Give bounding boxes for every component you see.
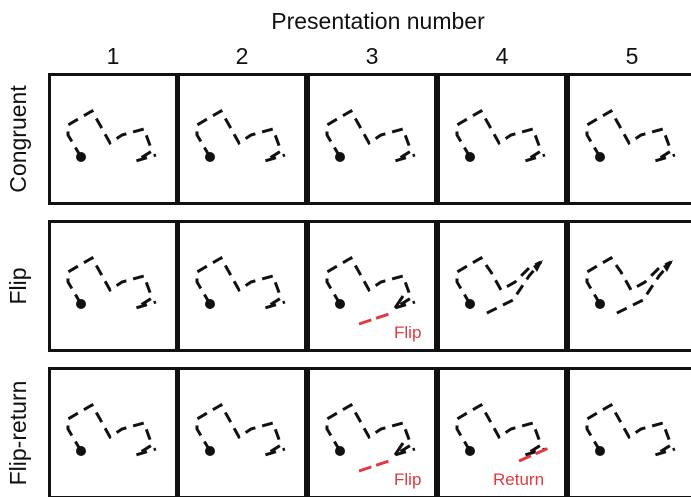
start-dot	[76, 152, 86, 162]
route-path	[195, 402, 286, 457]
panel-frame	[307, 73, 437, 205]
start-dot	[76, 299, 86, 309]
route-path	[66, 108, 157, 163]
start-dot	[465, 299, 475, 309]
panel-flip-return-3: Flip	[307, 367, 437, 497]
route-path	[325, 255, 416, 310]
panel-frame	[307, 367, 437, 497]
route-path	[585, 108, 676, 163]
panel-flip-3: Flip	[307, 220, 437, 352]
panel-frame	[177, 367, 307, 497]
start-dot	[595, 299, 605, 309]
panel-frame	[567, 73, 691, 205]
column-label-4: 4	[496, 43, 509, 69]
route-path	[325, 108, 416, 163]
column-label-3: 3	[366, 43, 379, 69]
route-path	[66, 402, 157, 457]
column-label-2: 2	[236, 43, 249, 69]
row-labels: Congruent Flip Flip-return	[5, 85, 31, 486]
panel-frame	[567, 367, 691, 497]
flip-connector	[393, 442, 405, 456]
start-dot	[335, 446, 345, 456]
route-path	[325, 402, 416, 457]
arrow-head	[663, 260, 673, 272]
return-label: Return	[493, 470, 544, 489]
panel-frame	[177, 220, 307, 352]
panel-flip-return-2	[177, 367, 307, 497]
panel-frame	[437, 73, 567, 205]
start-dot	[335, 299, 345, 309]
panel-frame	[48, 220, 178, 352]
start-dot	[205, 152, 215, 162]
arrow-head	[533, 260, 543, 272]
panel-frame	[437, 220, 567, 352]
panel-flip-1	[48, 220, 178, 352]
route-path	[195, 108, 286, 163]
panel-frame	[567, 220, 691, 352]
panel-congruent-3	[307, 73, 437, 205]
route-path	[585, 402, 676, 457]
panel-flip-2	[177, 220, 307, 352]
start-dot	[335, 152, 345, 162]
route-path-flipped	[585, 256, 673, 318]
column-labels: 1 2 3 4 5	[107, 43, 639, 69]
return-segment	[518, 445, 552, 463]
route-path	[66, 255, 157, 310]
column-label-5: 5	[626, 43, 639, 69]
flip-segment	[358, 459, 390, 473]
panel-frame	[307, 220, 437, 352]
panel-flip-5	[567, 220, 691, 352]
row-label-flip: Flip	[5, 267, 31, 304]
panel-flip-return-5	[567, 367, 691, 497]
route-path-flipped	[455, 256, 543, 318]
panel-flip-4	[437, 220, 567, 352]
start-dot	[595, 446, 605, 456]
panel-flip-return-1	[48, 367, 178, 497]
route-path	[195, 255, 286, 310]
panel-grid: Flip Flip Return	[48, 73, 691, 497]
panel-flip-return-4: Return	[437, 367, 567, 497]
row-label-flip-return: Flip-return	[5, 381, 31, 486]
start-dot	[465, 152, 475, 162]
flip-label: Flip	[394, 470, 421, 489]
panel-congruent-5	[567, 73, 691, 205]
row-label-congruent: Congruent	[5, 85, 31, 193]
panel-frame	[48, 367, 178, 497]
panel-congruent-4	[437, 73, 567, 205]
start-dot	[76, 446, 86, 456]
panel-congruent-2	[177, 73, 307, 205]
start-dot	[595, 152, 605, 162]
route-path	[455, 402, 546, 457]
start-dot	[465, 446, 475, 456]
flip-segment	[358, 312, 390, 326]
flip-connector	[393, 295, 405, 309]
flip-label: Flip	[394, 323, 421, 342]
panel-congruent-1	[48, 73, 178, 205]
route-path	[455, 108, 546, 163]
presentation-number-title: Presentation number	[271, 8, 485, 34]
panel-frame	[437, 367, 567, 497]
start-dot	[205, 299, 215, 309]
column-label-1: 1	[107, 43, 120, 69]
panel-frame	[177, 73, 307, 205]
start-dot	[205, 446, 215, 456]
panel-frame	[48, 73, 178, 205]
